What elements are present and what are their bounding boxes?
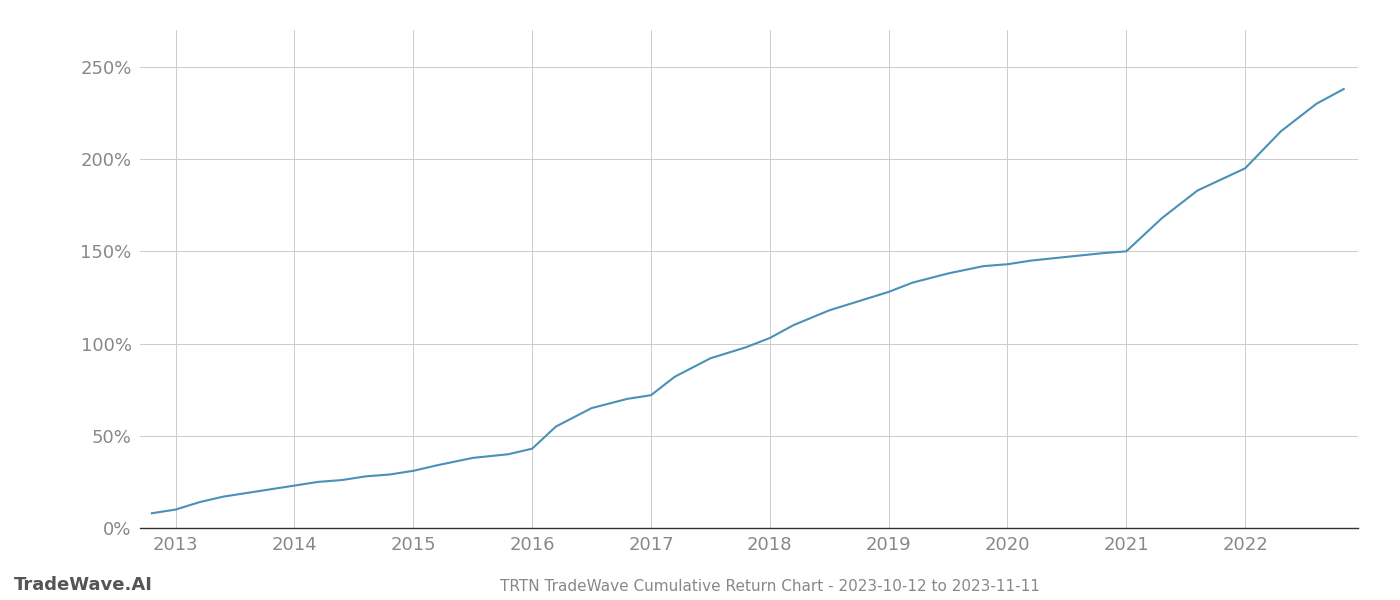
Text: TRTN TradeWave Cumulative Return Chart - 2023-10-12 to 2023-11-11: TRTN TradeWave Cumulative Return Chart -… (500, 579, 1040, 594)
Text: TradeWave.AI: TradeWave.AI (14, 576, 153, 594)
